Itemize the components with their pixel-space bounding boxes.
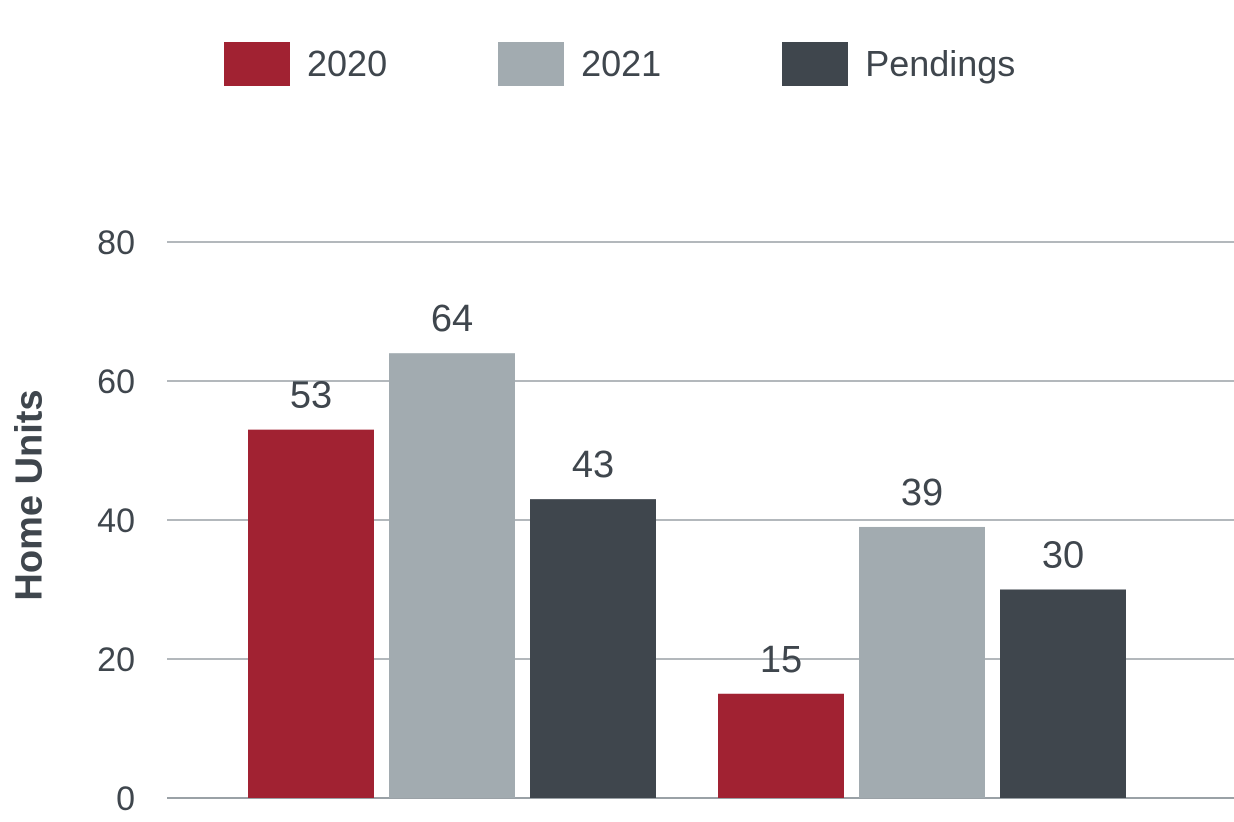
legend-label-pendings: Pendings — [865, 43, 1016, 84]
bar-2021-group2 — [859, 526, 985, 798]
bar-2021-group1 — [389, 353, 515, 798]
legend-item-2021: 2021 — [498, 42, 661, 86]
bar-2020-group2 — [718, 693, 844, 798]
y-tick-label-0: 0 — [116, 780, 135, 818]
data-label-2020-group1: 53 — [290, 375, 332, 417]
data-label-2021-group1: 64 — [431, 298, 473, 340]
legend-item-pendings: Pendings — [782, 42, 1015, 86]
y-tick-label-20: 20 — [97, 641, 135, 679]
legend-item-2020: 2020 — [224, 42, 387, 86]
y-tick-label-40: 40 — [97, 502, 135, 540]
data-label-pendings-group2: 30 — [1042, 535, 1084, 577]
legend-swatch-pendings — [782, 42, 849, 86]
y-tick-label-80: 80 — [97, 224, 135, 262]
legend-swatch-2021 — [498, 42, 565, 86]
legend-label-2020: 2020 — [307, 43, 388, 84]
data-label-2020-group2: 15 — [760, 639, 802, 681]
legend-swatch-2020 — [224, 42, 290, 86]
data-label-2021-group2: 39 — [901, 472, 943, 514]
y-tick-label-60: 60 — [97, 363, 135, 401]
data-label-pendings-group1: 43 — [572, 444, 614, 486]
bar-pendings-group1 — [530, 499, 656, 798]
bar-2020-group1 — [248, 429, 374, 798]
bar-pendings-group2 — [1000, 589, 1126, 798]
legend-label-2021: 2021 — [581, 43, 662, 84]
legend: 2020 2021 Pendings — [224, 42, 1015, 86]
